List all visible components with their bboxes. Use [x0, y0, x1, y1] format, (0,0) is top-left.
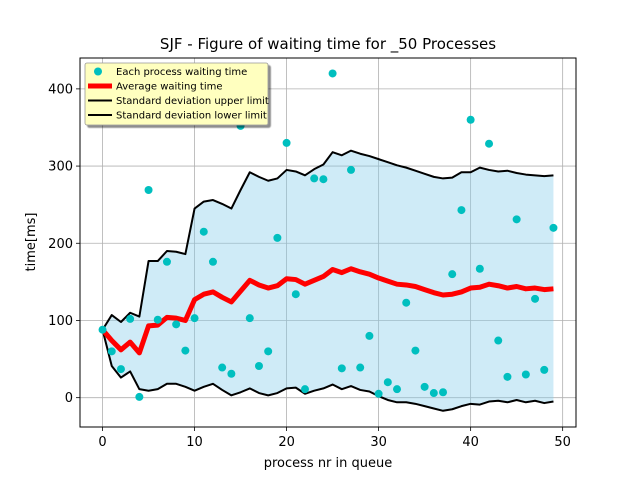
- scatter-point: [429, 389, 438, 398]
- x-axis-label: process nr in queue: [264, 456, 393, 471]
- x-tick-label: 10: [186, 435, 203, 450]
- scatter-point: [190, 314, 199, 323]
- legend: Each process waiting time Average waiting…: [84, 62, 269, 126]
- scatter-point: [172, 320, 181, 329]
- scatter-point: [300, 385, 309, 394]
- scatter-point: [218, 363, 227, 372]
- scatter-point: [356, 363, 365, 372]
- chart-title: SJF - Figure of waiting time for _50 Pro…: [160, 35, 496, 54]
- standard-deviation-lower-limit-line: [101, 329, 554, 412]
- y-tick-label: 400: [48, 82, 73, 97]
- scatter-point: [549, 223, 558, 232]
- legend-box: [84, 62, 269, 126]
- scatter-point: [448, 270, 457, 279]
- legend-entry-label: Standard deviation upper limit: [116, 96, 269, 107]
- scatter-point: [181, 346, 190, 355]
- average-waiting-time-line: [100, 266, 554, 356]
- scatter-point: [531, 294, 540, 303]
- x-tick-label: 30: [370, 435, 387, 450]
- scatter-point: [208, 257, 217, 266]
- scatter-point: [153, 315, 162, 324]
- scatter-point: [512, 215, 521, 224]
- scatter-point: [439, 388, 448, 397]
- std-band-layer: [102, 150, 554, 411]
- x-axis-ticks: 0 10 20 30 40 50: [98, 427, 571, 450]
- scatter-point: [291, 290, 300, 299]
- scatter-point: [374, 389, 383, 398]
- series-line-layer: [100, 149, 554, 412]
- plot-frame: [79, 57, 577, 428]
- scatter-point: [402, 298, 411, 307]
- legend-entry-label: Standard deviation lower limit: [116, 111, 267, 122]
- y-tick-label: 0: [65, 391, 73, 406]
- scatter-point: [135, 392, 144, 401]
- y-tick-label: 200: [48, 237, 73, 252]
- scatter-point: [107, 347, 116, 356]
- scatter-point: [199, 227, 208, 236]
- scatter-point: [98, 325, 107, 334]
- scatter-point: [116, 365, 125, 374]
- scatter-point: [337, 364, 346, 373]
- std-deviation-band: [102, 150, 554, 411]
- scatter-point: [347, 165, 356, 174]
- scatter-point: [485, 139, 494, 148]
- scatter-point: [328, 69, 337, 78]
- y-tick-label: 300: [48, 160, 73, 175]
- y-axis-label: time[ms]: [24, 213, 39, 272]
- scatter-point: [245, 314, 254, 323]
- scatter-point: [264, 347, 273, 356]
- scatter-point: [162, 257, 171, 266]
- legend-marker-scatter: [94, 67, 102, 76]
- legend-entry-label: Each process waiting time: [116, 67, 247, 78]
- scatter-point: [365, 331, 374, 340]
- scatter-point-layer: [98, 69, 558, 401]
- y-tick-label: 100: [48, 314, 73, 329]
- scatter-point: [457, 206, 466, 215]
- y-axis-ticks: 0 100 200 300 400: [48, 82, 80, 406]
- scatter-point: [420, 382, 429, 391]
- scatter-point: [411, 346, 420, 355]
- scatter-point: [310, 174, 319, 183]
- scatter-point: [144, 186, 153, 195]
- scatter-point: [540, 365, 549, 374]
- scatter-point: [254, 362, 263, 371]
- scatter-point: [319, 175, 328, 184]
- scatter-point: [126, 314, 135, 323]
- x-tick-label: 20: [278, 435, 295, 450]
- scatter-point: [393, 385, 402, 394]
- scatter-point: [466, 115, 475, 124]
- x-tick-label: 50: [554, 435, 571, 450]
- scatter-point: [227, 369, 236, 378]
- scatter-point: [503, 372, 512, 381]
- scatter-point: [273, 233, 282, 242]
- legend-entries: Each process waiting time Average waiting…: [88, 67, 269, 122]
- standard-deviation-upper-limit-line: [101, 149, 554, 331]
- scatter-point: [521, 370, 530, 379]
- x-tick-label: 0: [98, 435, 106, 450]
- scatter-point: [494, 336, 503, 345]
- scatter-point: [383, 378, 392, 387]
- legend-entry-label: Average waiting time: [116, 82, 222, 93]
- x-tick-label: 40: [462, 435, 479, 450]
- scatter-point: [282, 138, 291, 147]
- scatter-point: [475, 264, 484, 273]
